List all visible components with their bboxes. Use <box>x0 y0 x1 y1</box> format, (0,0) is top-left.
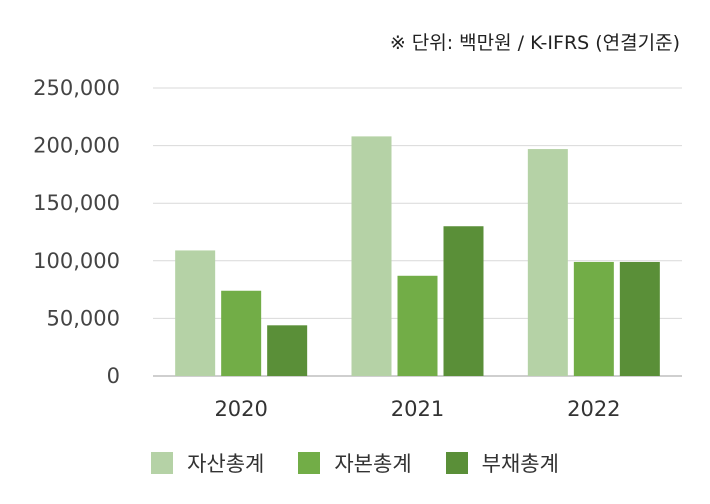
bar-2022-series-0 <box>527 149 568 376</box>
y-axis-ticks: 0 50,000 100,000 150,000 200,000 250,000 <box>33 76 120 388</box>
y-tick-label: 150,000 <box>33 191 120 215</box>
legend-item-equity: 자본총계 <box>298 448 412 478</box>
legend-swatch-equity <box>298 452 321 474</box>
y-tick-label: 250,000 <box>33 76 120 100</box>
y-tick-label: 100,000 <box>33 249 120 273</box>
bars <box>175 136 660 376</box>
bar-2020-series-0 <box>175 250 216 376</box>
x-axis-ticks: 2020 2021 2022 <box>214 397 620 421</box>
bar-2021-series-1 <box>397 275 438 376</box>
unit-note: ※ 단위: 백만원 / K-IFRS (연결기준) <box>389 32 680 54</box>
x-tick-label: 2020 <box>214 397 267 421</box>
bar-2022-series-2 <box>619 261 660 376</box>
bar-2022-series-1 <box>573 261 614 376</box>
x-tick-label: 2021 <box>391 397 444 421</box>
legend-swatch-liabilities <box>445 452 468 474</box>
y-tick-label: 0 <box>107 364 120 388</box>
x-tick-label: 2022 <box>567 397 620 421</box>
y-tick-label: 50,000 <box>47 306 120 330</box>
legend-item-assets: 자산총계 <box>151 448 264 478</box>
legend: 자산총계 자본총계 부채총계 <box>0 448 710 478</box>
bar-2021-series-0 <box>351 136 392 376</box>
bar-2020-series-2 <box>267 325 308 376</box>
bar-2021-series-2 <box>443 226 484 376</box>
legend-label-equity: 자본총계 <box>334 452 412 476</box>
legend-label-assets: 자산총계 <box>187 452 265 476</box>
y-tick-label: 200,000 <box>33 134 120 158</box>
bar-chart: 0 50,000 100,000 150,000 200,000 250,000 2020… <box>33 76 682 421</box>
legend-label-liabilities: 부채총계 <box>481 452 559 476</box>
bar-2020-series-1 <box>221 290 262 376</box>
legend-swatch-assets <box>151 452 174 474</box>
legend-item-liabilities: 부채총계 <box>445 448 559 478</box>
